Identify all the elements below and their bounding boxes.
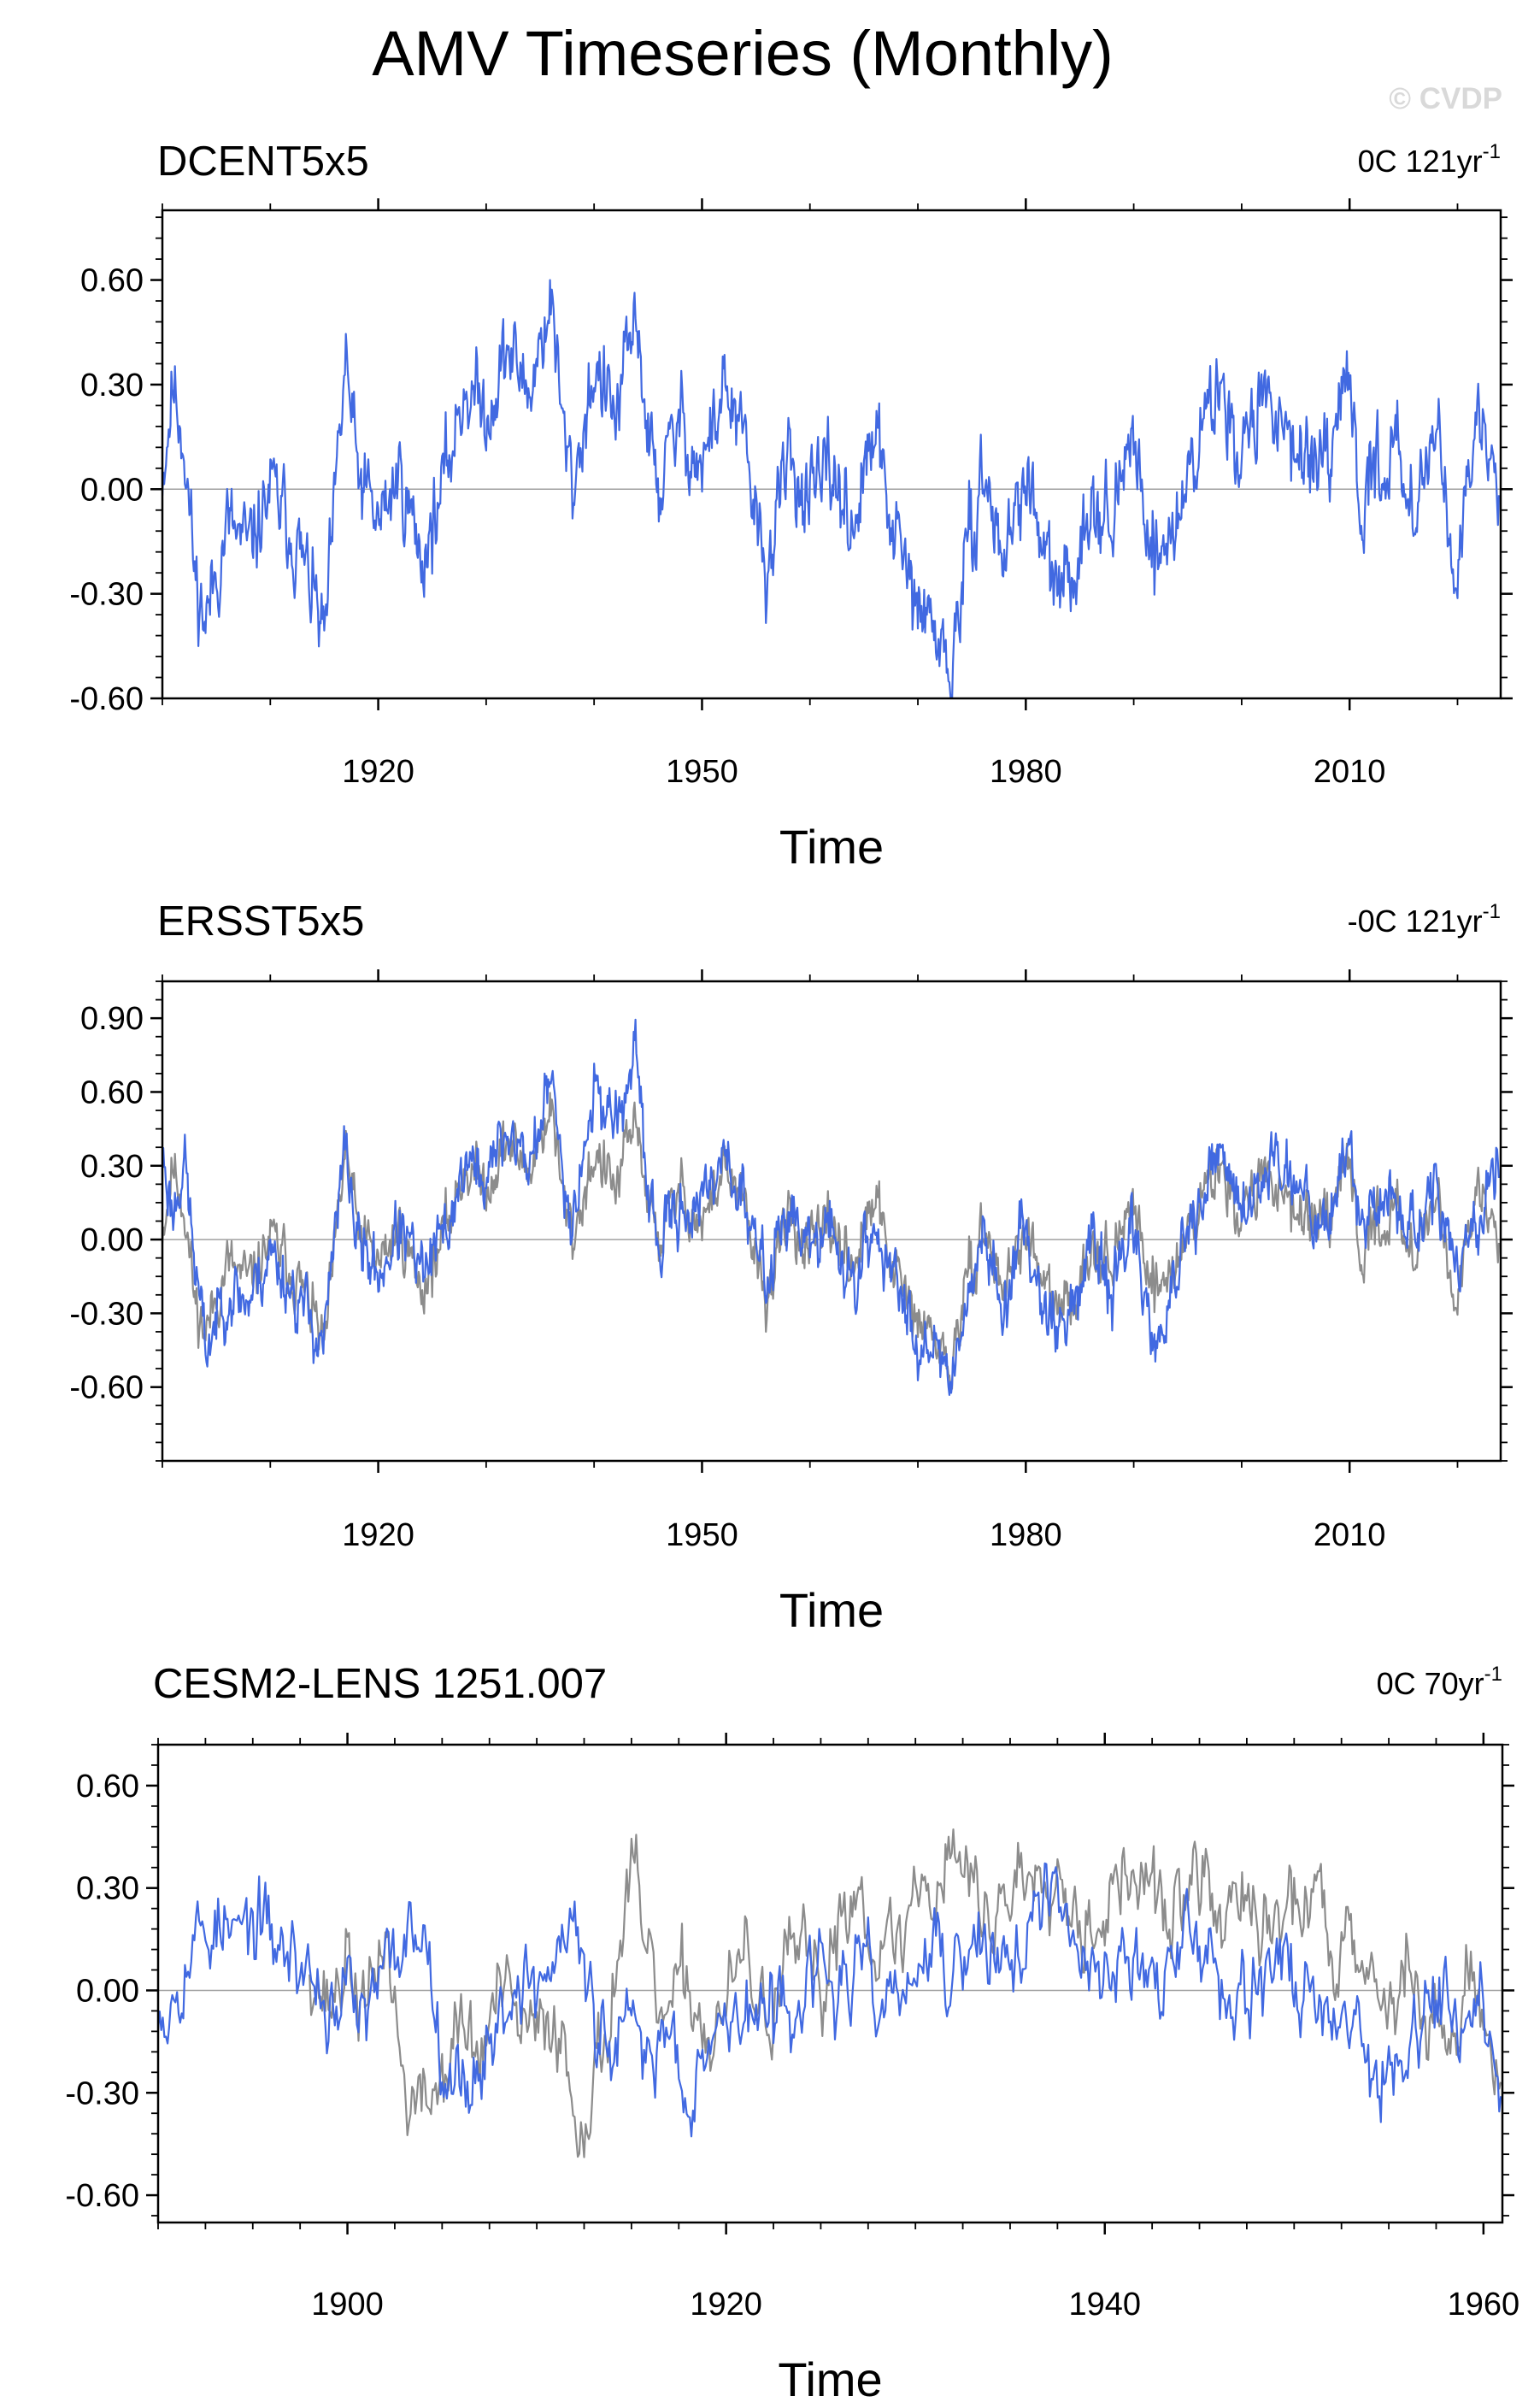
trend-label-exponent: -1 [1484,1663,1502,1686]
plot-frame [156,1743,1504,2224]
chart-panels: DCENT5x5 0C 121yr-1-0.60-0.300.000.300.60… [65,138,1519,2406]
chart-panel: CESM2-LENS 1251.007 0C 70yr-1 -0.60 -0.30 0.… [65,1661,1519,2406]
chart-panel: DCENT5x5 0C 121yr-1 -0.60 -0.30 0.00 0.30 0.60… [69,138,1513,874]
y-tick-label: -0.60 [69,681,144,717]
y-tick-label: -0.60 [69,1370,144,1406]
reference-series-line [162,1092,1500,1391]
y-tick-label: 0.30 [76,1871,139,1907]
x-axis-label: Time [779,820,884,874]
y-tick-label: 0.90 [80,1001,144,1037]
trend-label-text: 0C 70yr [1377,1666,1484,1701]
figure-title: AMV Timeseries (Monthly) [372,18,1114,89]
x-tick-label: 1950 [666,754,738,790]
primary-series-line [162,1018,1500,1396]
x-tick-label: 2010 [1314,754,1386,790]
x-tick-label: 1950 [666,1517,738,1553]
x-tick-label: 1920 [342,754,414,790]
y-tick-label: -0.30 [69,577,144,613]
panel-title: DCENT5x5 [157,138,369,185]
y-tick-label: -0.30 [69,1296,144,1332]
y-tick-label: -0.60 [65,2178,139,2214]
y-tick-label: 0.00 [76,1973,139,2009]
y-tick-label: 0.60 [80,263,144,299]
x-tick-label: 1900 [311,2287,384,2323]
plot-frame [161,209,1502,700]
x-axis-label: Time [779,1583,884,1637]
chart-panel: ERSST5x5 -0C 121yr-1 -0.60 -0.30 0.00 0.30 0.6… [69,898,1513,1637]
x-tick-label: 1960 [1448,2287,1520,2323]
x-tick-label: 1980 [990,1517,1062,1553]
trend-label-exponent: -1 [1483,140,1501,163]
trend-label-exponent: -1 [1483,900,1501,923]
reference-series-line [309,1828,1502,2158]
trend-label-text: -0C 121yr [1348,904,1483,939]
trend-label: 0C 121yr-1 [1358,140,1501,179]
trend-label: 0C 70yr-1 [1377,1663,1502,1701]
y-tick-label: -0.30 [65,2075,139,2111]
x-tick-label: 1920 [342,1517,414,1553]
primary-series-line [162,279,1500,698]
trend-label: -0C 121yr-1 [1348,900,1501,939]
panel-title: CESM2-LENS 1251.007 [153,1661,607,1707]
trend-label-text: 0C 121yr [1358,144,1483,179]
y-tick-label: 0.00 [80,1222,144,1258]
y-tick-label: 0.00 [80,472,144,508]
x-tick-label: 1940 [1068,2287,1141,2323]
y-tick-label: 0.30 [80,368,144,403]
x-tick-label: 1920 [690,2287,762,2323]
x-axis-label: Time [778,2352,882,2406]
panel-title: ERSST5x5 [157,898,364,945]
primary-series-line [158,1862,1502,2138]
watermark: © CVDP [1389,82,1502,115]
y-tick-label: 0.30 [80,1149,144,1185]
x-tick-label: 2010 [1314,1517,1386,1553]
y-tick-label: 0.60 [76,1769,139,1805]
y-tick-label: 0.60 [80,1074,144,1110]
x-tick-label: 1980 [990,754,1062,790]
